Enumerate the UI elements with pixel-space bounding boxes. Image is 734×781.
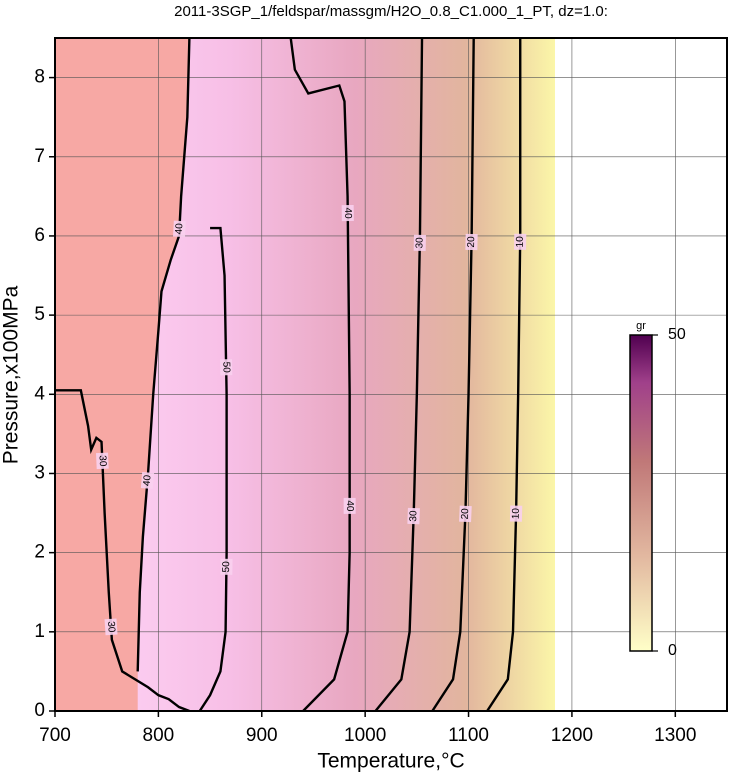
contour-label-bg bbox=[514, 233, 527, 250]
contour-label: 30 bbox=[408, 510, 419, 522]
contour-label-bg bbox=[341, 204, 354, 222]
contour-label: 50 bbox=[221, 561, 232, 573]
contour-label-group: 30 bbox=[407, 507, 420, 525]
contour-label-group: 40 bbox=[140, 472, 155, 489]
contour-label-bg bbox=[407, 507, 420, 525]
plot-area bbox=[55, 38, 727, 711]
contour-label-bg bbox=[140, 472, 155, 489]
y-tick-label: 7 bbox=[34, 146, 45, 167]
x-axis-label: Temperature,°C bbox=[317, 750, 464, 773]
y-tick-label: 3 bbox=[34, 462, 45, 483]
contour-line bbox=[55, 389, 190, 711]
plot-frame bbox=[54, 37, 728, 712]
contour-label-group: 50 bbox=[220, 558, 233, 575]
contour-line bbox=[289, 38, 351, 711]
chart-title: 2011-3SGP_1/feldspar/massgm/H2O_0.8_C1.0… bbox=[174, 3, 608, 20]
contour-label: 20 bbox=[466, 236, 477, 248]
contour-label-group: 20 bbox=[459, 505, 472, 523]
x-tick-label: 900 bbox=[246, 725, 278, 746]
contour-label: 30 bbox=[414, 237, 425, 249]
contour-label: 10 bbox=[515, 236, 526, 248]
contour-label: 40 bbox=[344, 500, 355, 512]
contour-label: 40 bbox=[342, 207, 353, 219]
y-axis-label: Pressure,x100MPa bbox=[0, 285, 23, 464]
contour-label-bg bbox=[509, 505, 523, 522]
contour-label: 40 bbox=[174, 223, 186, 235]
y-tick-label: 1 bbox=[34, 621, 45, 642]
contour-label-group: 30 bbox=[104, 618, 118, 636]
y-tick-label: 6 bbox=[34, 225, 45, 246]
contour-label-bg bbox=[220, 558, 233, 575]
contour-label-group: 40 bbox=[343, 497, 356, 514]
contour-line bbox=[136, 38, 191, 672]
contour-label: 20 bbox=[460, 508, 471, 520]
x-tick-label: 1200 bbox=[551, 725, 593, 746]
contour-label-bg bbox=[343, 497, 356, 514]
colorbar-label: gr bbox=[636, 320, 646, 332]
contour-label: 40 bbox=[142, 474, 154, 486]
y-tick-label: 8 bbox=[34, 67, 45, 88]
x-tick-label: 1000 bbox=[344, 725, 386, 746]
y-tick-label: 2 bbox=[34, 542, 45, 563]
contour-label-group: 40 bbox=[341, 204, 354, 222]
colorbar bbox=[629, 334, 653, 652]
x-tick-label: 800 bbox=[143, 725, 175, 746]
contour-label-bg bbox=[104, 618, 118, 636]
contour-label-group: 50 bbox=[220, 359, 233, 376]
y-tick-label: 5 bbox=[34, 304, 45, 325]
colorbar-tick-label: 0 bbox=[668, 642, 677, 659]
contour-line bbox=[198, 226, 228, 711]
contour-label-group: 40 bbox=[173, 220, 186, 238]
contour-label-group: 30 bbox=[413, 234, 426, 252]
x-tick-label: 1300 bbox=[654, 725, 696, 746]
x-tick-label: 700 bbox=[39, 725, 71, 746]
contour-label-bg bbox=[459, 505, 472, 523]
contour-label-bg bbox=[96, 452, 109, 470]
phase-fill bbox=[55, 38, 190, 711]
contour-label-bg bbox=[220, 359, 233, 376]
y-tick-label: 0 bbox=[34, 700, 45, 721]
contour-label: 30 bbox=[105, 621, 117, 633]
contour-label: 10 bbox=[511, 507, 522, 519]
contour-label-group: 10 bbox=[514, 233, 527, 250]
contour-label-bg bbox=[173, 220, 186, 238]
contour-label-group: 20 bbox=[465, 233, 478, 251]
contour-label: 50 bbox=[220, 362, 231, 374]
contour-label: 30 bbox=[96, 455, 107, 467]
contour-label-bg bbox=[465, 233, 478, 251]
contour-label-group: 10 bbox=[509, 505, 523, 522]
contour-label-group: 30 bbox=[96, 452, 109, 470]
colorbar-tick-label: 50 bbox=[668, 326, 686, 343]
x-tick-label: 1100 bbox=[448, 725, 489, 746]
overlay: 40 40 50 50 40 40 30 30 20 20 10 10 30 30 bbox=[49, 76, 677, 717]
contour-label-bg bbox=[413, 234, 426, 252]
y-tick-label: 4 bbox=[34, 383, 45, 404]
